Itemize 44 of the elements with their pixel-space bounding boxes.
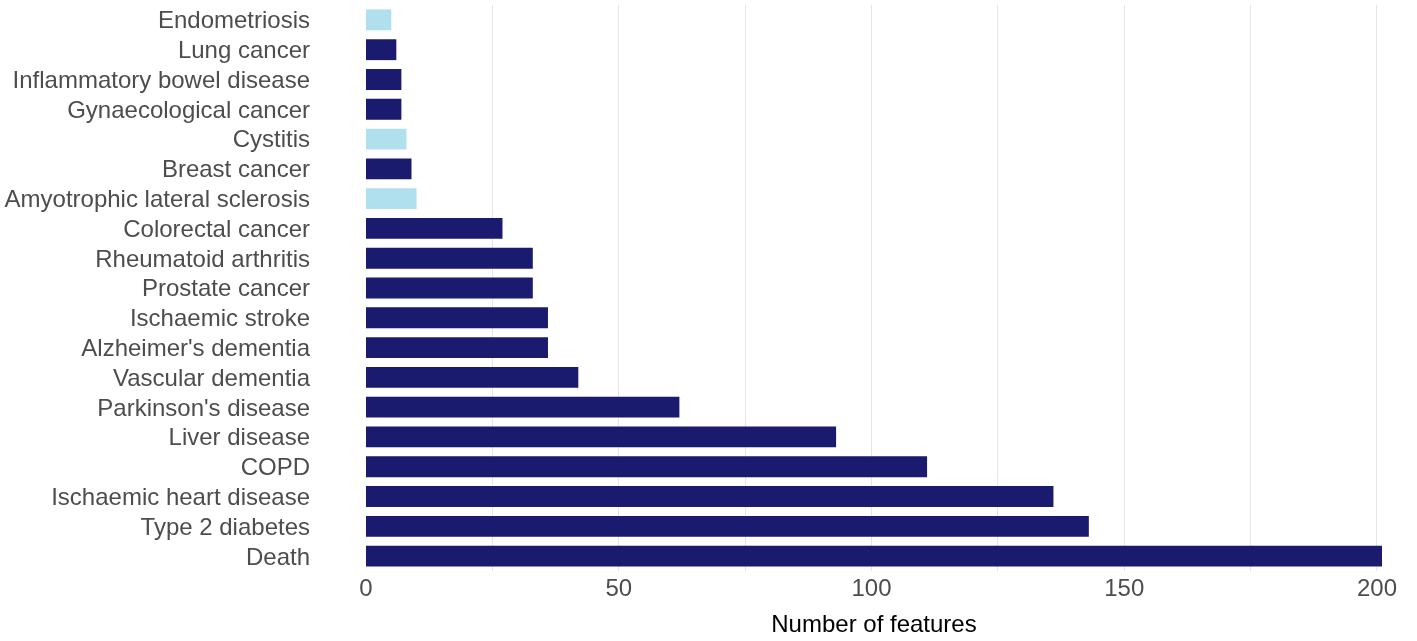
y-tick-label: Cystitis: [232, 125, 310, 153]
y-tick-label: Gynaecological cancer: [67, 95, 310, 123]
x-tick-label: 0: [359, 574, 373, 601]
y-tick-label: Lung cancer: [177, 36, 311, 64]
y-tick-label: Endometriosis: [157, 6, 310, 34]
y-tick-label: Ischaemic heart disease: [51, 482, 310, 510]
x-tick-label: 200: [1356, 574, 1397, 601]
bar: [366, 396, 680, 418]
y-tick-label: Alzheimer's dementia: [81, 333, 311, 361]
bar: [366, 366, 579, 388]
x-axis-title: Number of features: [771, 610, 977, 638]
bar: [366, 456, 928, 478]
bar: [366, 337, 548, 359]
bar: [366, 217, 503, 239]
y-tick-label: Rheumatoid arthritis: [95, 244, 310, 272]
x-tick-label: 150: [1104, 574, 1145, 601]
x-tick-label: 50: [605, 574, 633, 601]
bar: [366, 545, 1382, 567]
bar: [366, 426, 837, 448]
bar: [366, 39, 397, 61]
y-tick-label: Breast cancer: [161, 155, 310, 183]
y-tick-label: Liver disease: [168, 423, 310, 451]
y-tick-label: COPD: [240, 453, 310, 481]
y-tick-label: Inflammatory bowel disease: [12, 65, 310, 93]
bar: [366, 98, 402, 120]
y-tick-label: Type 2 diabetes: [140, 512, 310, 540]
y-tick-label: Amyotrophic lateral sclerosis: [4, 185, 310, 213]
bar: [366, 158, 412, 180]
bar: [366, 9, 392, 31]
y-tick-label: Vascular dementia: [113, 363, 311, 391]
bar: [366, 277, 533, 299]
bar: [366, 128, 407, 150]
bar: [366, 486, 1054, 507]
x-tick-label: 100: [851, 574, 892, 601]
bar: [366, 307, 548, 329]
y-tick-label: Parkinson's disease: [97, 393, 310, 421]
bar: [366, 247, 533, 269]
bar: [366, 515, 1089, 537]
bar: [366, 69, 402, 90]
y-tick-label: Colorectal cancer: [123, 214, 311, 242]
y-tick-label: Prostate cancer: [141, 274, 310, 302]
y-tick-label: Ischaemic stroke: [129, 304, 310, 332]
y-tick-label: Death: [245, 542, 310, 570]
bar: [366, 188, 417, 210]
